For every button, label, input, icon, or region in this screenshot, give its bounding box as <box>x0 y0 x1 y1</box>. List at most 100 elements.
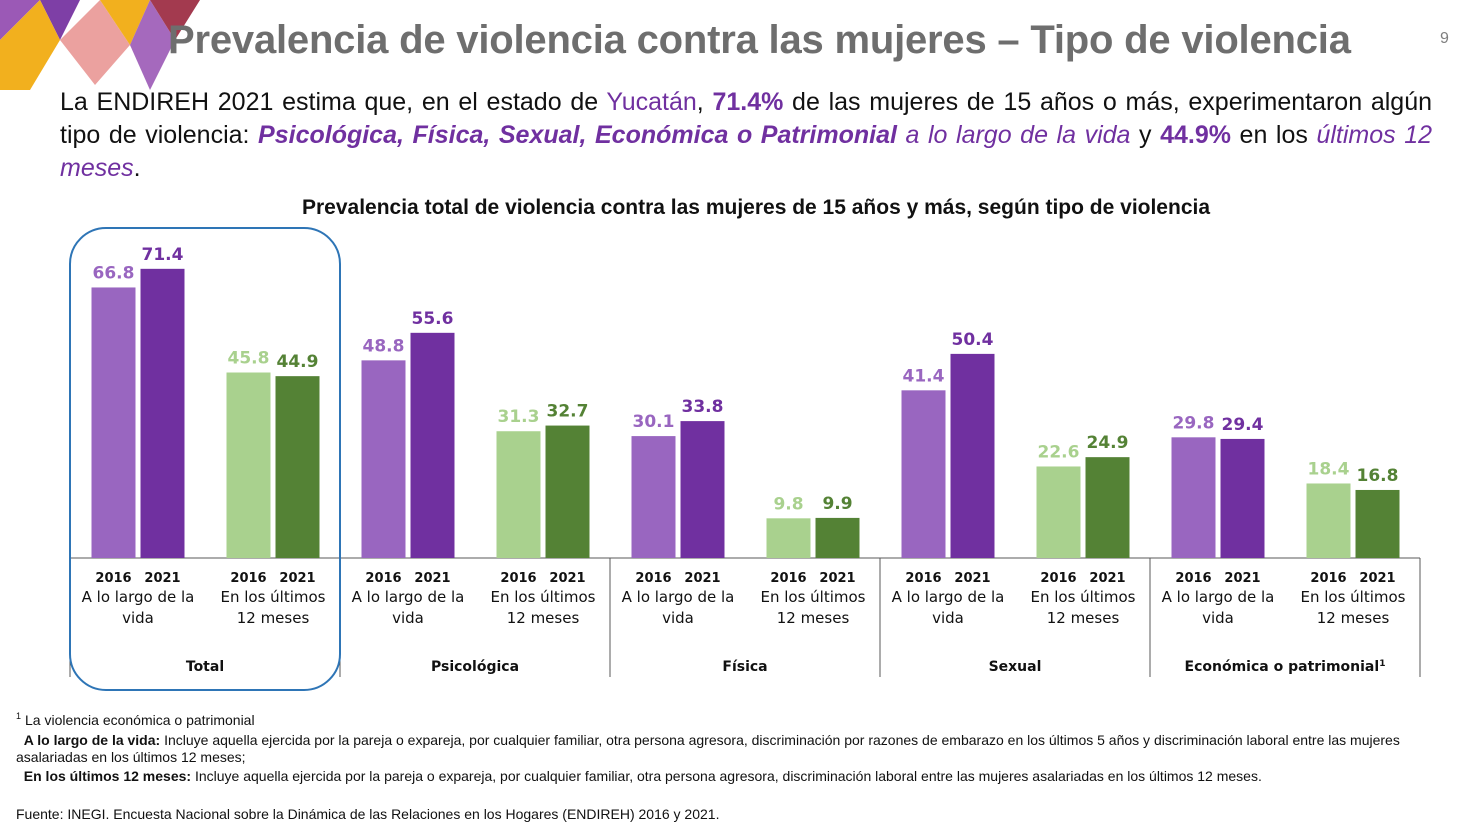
intro-last12-phrase: últimos 12 meses <box>60 121 1432 182</box>
data-label-econ-mica-o-patrimonial-lifetime-2021: 29.4 <box>1222 415 1264 435</box>
bar-total-lifetime-2016 <box>91 287 136 558</box>
bar-total-last12-2016 <box>226 372 271 558</box>
bar-chart: 66.8 2016 71.4 2021 A lo largo de la vida 45.8… <box>69 227 1421 691</box>
data-label-sexual-last12-2021: 24.9 <box>1087 433 1129 453</box>
year-label-2021: 2021 <box>954 571 990 586</box>
period-label-line2: vida <box>1202 609 1234 627</box>
data-label-econ-mica-o-patrimonial-lifetime-2016: 29.8 <box>1173 413 1215 433</box>
data-label-sexual-lifetime-2021: 50.4 <box>952 330 994 350</box>
period-label-line2: 12 meses <box>507 609 580 627</box>
category-label-econ-mica-o-patrimonial: Económica o patrimonial1 <box>1185 659 1386 675</box>
data-label-psicol-gica-last12-2021: 32.7 <box>547 402 589 422</box>
intro-text-1: La ENDIREH 2021 estima que, en el estado… <box>60 88 607 116</box>
year-label-2021: 2021 <box>279 571 315 586</box>
period-label-line1: A lo largo de la <box>892 588 1005 606</box>
year-label-2016: 2016 <box>1040 571 1076 586</box>
period-label-line2: vida <box>932 609 964 627</box>
bar-f-sica-lifetime-2021 <box>680 421 725 558</box>
data-label-total-lifetime-2021: 71.4 <box>142 245 184 265</box>
highlight-total-frame <box>69 227 341 691</box>
bar-sexual-last12-2016 <box>1036 466 1081 558</box>
intro-lifetime-phrase: a lo largo de la vida <box>905 121 1131 149</box>
data-label-sexual-last12-2016: 22.6 <box>1038 442 1080 462</box>
data-label-psicol-gica-lifetime-2021: 55.6 <box>412 309 454 329</box>
category-label-total: Total <box>186 659 224 675</box>
footnote-superscript: 1 <box>16 711 22 721</box>
footnote-lifetime-text: Incluye aquella ejercida por la pareja o… <box>16 732 1400 765</box>
source-note: Fuente: INEGI. Encuesta Nacional sobre l… <box>16 806 720 822</box>
data-label-f-sica-last12-2021: 9.9 <box>822 494 852 514</box>
period-label-line2: vida <box>122 609 154 627</box>
bar-econ-mica-o-patrimonial-lifetime-2021 <box>1220 438 1265 558</box>
data-label-total-last12-2016: 45.8 <box>228 349 270 369</box>
period-label-line1: En los últimos <box>760 588 865 606</box>
year-label-2021: 2021 <box>819 571 855 586</box>
year-label-2016: 2016 <box>500 571 536 586</box>
data-label-f-sica-lifetime-2016: 30.1 <box>633 412 675 432</box>
intro-text-4 <box>897 121 906 149</box>
data-label-f-sica-last12-2016: 9.8 <box>773 494 803 514</box>
year-label-2021: 2021 <box>1089 571 1125 586</box>
intro-state: Yucatán <box>606 88 697 116</box>
bar-econ-mica-o-patrimonial-last12-2016 <box>1306 483 1351 558</box>
bar-f-sica-last12-2016 <box>766 518 811 558</box>
bar-econ-mica-o-patrimonial-last12-2021 <box>1355 489 1400 558</box>
footnote-last12: En los últimos 12 meses: Incluye aquella… <box>16 768 1436 785</box>
year-label-2016: 2016 <box>905 571 941 586</box>
year-label-2016: 2016 <box>1175 571 1211 586</box>
period-label-line1: A lo largo de la <box>622 588 735 606</box>
period-label-line1: A lo largo de la <box>352 588 465 606</box>
period-label-line2: vida <box>392 609 424 627</box>
bar-total-last12-2021 <box>275 376 320 558</box>
intro-text-7: . <box>133 154 141 182</box>
data-label-sexual-lifetime-2016: 41.4 <box>903 366 945 386</box>
bar-psicol-gica-lifetime-2016 <box>361 360 406 558</box>
year-label-2021: 2021 <box>1224 571 1260 586</box>
bar-total-lifetime-2021 <box>140 268 185 558</box>
year-label-2021: 2021 <box>144 571 180 586</box>
bar-sexual-lifetime-2021 <box>950 353 995 558</box>
footnote-title: La violencia económica o patrimonial <box>25 712 255 728</box>
bar-f-sica-last12-2021 <box>815 517 860 558</box>
year-label-2016: 2016 <box>365 571 401 586</box>
intro-pct-lifetime: 71.4% <box>712 88 784 116</box>
intro-text-2: , <box>696 88 713 116</box>
footnote-lifetime: A lo largo de la vida: Incluye aquella e… <box>16 732 1436 766</box>
period-label-line2: 12 meses <box>1317 609 1390 627</box>
period-label-line2: vida <box>662 609 694 627</box>
period-label-line1: En los últimos <box>490 588 595 606</box>
year-label-2016: 2016 <box>635 571 671 586</box>
bar-econ-mica-o-patrimonial-lifetime-2016 <box>1171 437 1216 558</box>
year-label-2021: 2021 <box>549 571 585 586</box>
data-label-f-sica-lifetime-2021: 33.8 <box>682 397 724 417</box>
year-label-2021: 2021 <box>1359 571 1395 586</box>
period-label-line2: 12 meses <box>237 609 310 627</box>
period-label-line1: A lo largo de la <box>1162 588 1275 606</box>
category-label-f-sica: Física <box>722 659 767 675</box>
bar-psicol-gica-lifetime-2021 <box>410 332 455 558</box>
year-label-2016: 2016 <box>230 571 266 586</box>
data-label-econ-mica-o-patrimonial-last12-2016: 18.4 <box>1308 459 1350 479</box>
category-label-sexual: Sexual <box>989 659 1042 675</box>
bar-f-sica-lifetime-2016 <box>631 436 676 558</box>
footnote-lifetime-label: A lo largo de la vida: <box>23 732 161 748</box>
bar-psicol-gica-last12-2016 <box>496 431 541 558</box>
intro-pct-12m: 44.9% <box>1160 121 1231 149</box>
year-label-2016: 2016 <box>95 571 131 586</box>
bar-sexual-lifetime-2016 <box>901 390 946 558</box>
bar-sexual-last12-2021 <box>1085 457 1130 558</box>
footnote-last12-label: En los últimos 12 meses: <box>23 768 192 784</box>
decorative-triangles-logo <box>0 0 200 90</box>
data-label-total-last12-2021: 44.9 <box>277 352 319 372</box>
year-label-2016: 2016 <box>770 571 806 586</box>
page-title: Prevalencia de violencia contra las muje… <box>168 18 1351 62</box>
intro-text-6: en los <box>1230 121 1317 149</box>
year-label-2021: 2021 <box>414 571 450 586</box>
year-label-2021: 2021 <box>684 571 720 586</box>
data-label-total-lifetime-2016: 66.8 <box>93 263 135 283</box>
page-number: 9 <box>1440 30 1449 47</box>
data-label-econ-mica-o-patrimonial-last12-2021: 16.8 <box>1357 466 1399 486</box>
footnote-last12-text: Incluye aquella ejercida por la pareja o… <box>191 768 1262 784</box>
intro-violence-types: Psicológica, Física, Sexual, Económica o… <box>258 121 897 149</box>
